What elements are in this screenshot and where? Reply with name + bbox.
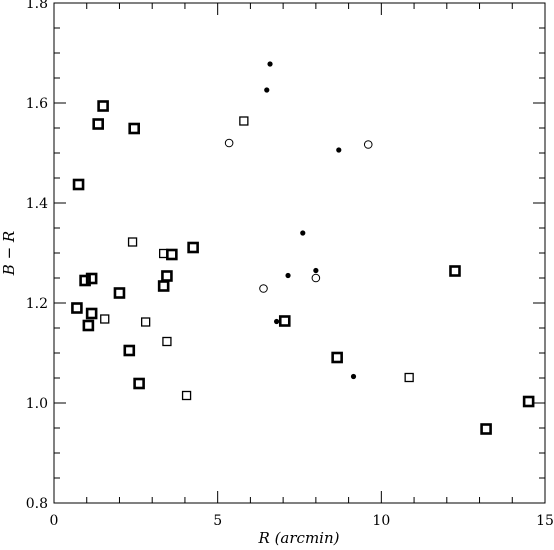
y-tick-label: 1.4 (26, 196, 48, 212)
open-circle-point (363, 140, 373, 149)
thick-square-point (123, 344, 136, 357)
thick-square-point (128, 122, 140, 135)
thick-square-point (133, 377, 145, 390)
filled-circle-point (264, 87, 270, 93)
thick-square-point (157, 280, 170, 292)
y-tick-label: 1.2 (26, 296, 48, 312)
thin-square-point (181, 390, 192, 401)
x-tick-label: 5 (213, 513, 222, 529)
axis-ticks (53, 2, 546, 504)
open-circle-point (311, 273, 321, 283)
thick-square-point (113, 287, 126, 299)
x-axis-label: R (arcmin) (258, 529, 340, 547)
thick-square-point (92, 118, 104, 130)
thin-square-point (239, 116, 249, 126)
open-circle-point (224, 138, 234, 148)
filled-circle-point (285, 272, 291, 279)
x-tick-label: 15 (536, 513, 554, 529)
thick-square-point (71, 302, 83, 314)
thin-square-point (100, 314, 110, 324)
thick-square-point (72, 178, 85, 191)
plot-frame (53, 2, 546, 504)
open-circle-point (259, 284, 268, 293)
filled-circle-point (336, 147, 342, 153)
thin-square-point (141, 317, 151, 327)
y-tick-label: 0.8 (26, 496, 48, 512)
x-tick-label: 10 (372, 513, 390, 529)
thick-square-point (166, 248, 178, 261)
thick-square-point (82, 319, 95, 332)
thick-square-point (187, 241, 199, 254)
thick-square-point (79, 274, 91, 287)
thick-square-point (97, 100, 109, 112)
filled-circle-point (267, 61, 273, 67)
x-tick-label: 0 (50, 513, 59, 529)
thin-square-point (162, 336, 172, 347)
thick-square-point (85, 307, 98, 320)
y-axis-label: B − R (0, 231, 18, 276)
data-points (71, 61, 535, 435)
thin-square-point (127, 237, 138, 247)
filled-circle-point (273, 318, 280, 325)
y-tick-label: 1.0 (26, 396, 48, 412)
y-tick-label: 1.8 (26, 0, 48, 12)
filled-circle-point (350, 373, 357, 380)
thick-square-point (449, 265, 461, 277)
y-tick-label: 1.6 (26, 96, 48, 112)
thick-square-point (480, 423, 492, 435)
thick-square-point (331, 351, 343, 364)
thin-square-point (159, 248, 169, 259)
thick-square-point (278, 315, 291, 327)
thick-square-point (85, 272, 98, 285)
thin-square-point (404, 372, 414, 383)
filled-circle-point (313, 267, 319, 274)
filled-circle-point (300, 230, 306, 236)
thick-square-point (522, 395, 535, 408)
tick-labels: 0 5 10 15 0.8 1.0 1.2 1.4 1.6 1.8 (26, 0, 554, 529)
thick-square-point (161, 270, 173, 282)
